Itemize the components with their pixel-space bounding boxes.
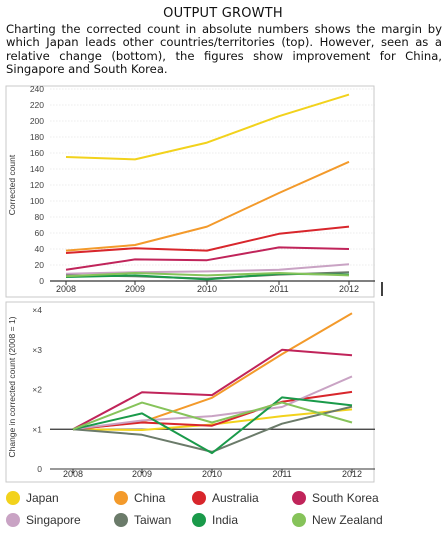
legend-swatch	[114, 491, 128, 505]
legend-swatch	[292, 491, 306, 505]
y-tick-label: 160	[30, 148, 44, 158]
y-tick-label: 100	[30, 196, 44, 206]
legend-label: India	[212, 513, 239, 527]
x-tick-label: 2008	[56, 284, 76, 294]
x-tick-label: 2009	[132, 469, 152, 479]
legend-item-india: India	[192, 510, 238, 530]
x-tick-label: 2011	[272, 469, 291, 479]
y-tick-label: 240	[30, 84, 44, 94]
x-tick-label: 2011	[269, 284, 288, 294]
series-line-india	[72, 396, 353, 455]
legend-item-china: China	[114, 488, 165, 508]
y-tick-label: 120	[30, 180, 44, 190]
y-tick-label: 0	[37, 464, 42, 474]
series-line-singapore	[72, 375, 353, 431]
legend-label: Australia	[212, 491, 259, 505]
x-tick-label: 2008	[63, 469, 83, 479]
chart-title: OUTPUT GROWTH	[163, 6, 283, 21]
series-line-south-korea	[65, 246, 350, 271]
legend-label: Singapore	[26, 513, 81, 527]
y-tick-label: 80	[35, 212, 45, 222]
chart-caption: Charting the corrected count in absolute…	[6, 22, 442, 77]
y-axis-label: Corrected count	[7, 154, 17, 215]
y-tick-label: ×3	[32, 345, 42, 355]
series-line-australia	[65, 225, 350, 254]
legend-swatch	[192, 513, 206, 527]
series-line-japan	[72, 408, 353, 431]
y-tick-label: 20	[35, 260, 45, 270]
y-tick-label: ×2	[32, 385, 42, 395]
x-tick-label: 2012	[342, 469, 362, 479]
legend-item-new-zealand: New Zealand	[292, 510, 383, 530]
legend-item-singapore: Singapore	[6, 510, 81, 530]
legend-swatch	[6, 491, 20, 505]
series-line-new-zealand	[65, 272, 350, 278]
legend-label: South Korea	[312, 491, 379, 505]
y-axis-label: Change in corrected count (2008 = 1)	[7, 316, 17, 457]
y-tick-label: ×1	[32, 424, 42, 434]
x-tick-label: 2010	[197, 284, 217, 294]
x-tick-label: 2010	[202, 469, 222, 479]
series-line-south-korea	[72, 348, 353, 431]
legend-label: China	[134, 491, 166, 505]
x-tick-label: 2009	[125, 284, 145, 294]
legend-swatch	[114, 513, 128, 527]
y-tick-label: 0	[39, 276, 44, 286]
legend-item-taiwan: Taiwan	[114, 510, 171, 530]
y-tick-label: 60	[35, 228, 45, 238]
series-line-china	[65, 160, 350, 252]
series-line-japan	[65, 93, 350, 161]
legend-item-japan: Japan	[6, 488, 59, 508]
y-tick-label: 220	[30, 100, 44, 110]
legend-label: Japan	[26, 491, 59, 505]
x-tick-label: 2012	[339, 284, 359, 294]
legend-swatch	[292, 513, 306, 527]
legend-label: Taiwan	[134, 513, 172, 527]
series-line-australia	[72, 390, 353, 431]
series-line-singapore	[65, 263, 350, 275]
legend: Japan China Australia South Korea Singapore T…	[6, 488, 442, 532]
legend-item-australia: Australia	[192, 488, 259, 508]
y-tick-label: 140	[30, 164, 44, 174]
y-tick-label: 180	[30, 132, 44, 142]
y-tick-label: ×4	[32, 305, 42, 315]
legend-label: New Zealand	[312, 513, 383, 527]
series-line-new-zealand	[72, 401, 353, 431]
legend-swatch	[6, 513, 20, 527]
panel-frame-bottom	[5, 301, 375, 483]
legend-swatch	[192, 491, 206, 505]
y-tick-label: 200	[30, 116, 44, 126]
y-tick-label: 40	[35, 244, 45, 254]
legend-item-south-korea: South Korea	[292, 488, 379, 508]
panel-frame-top	[5, 85, 375, 298]
